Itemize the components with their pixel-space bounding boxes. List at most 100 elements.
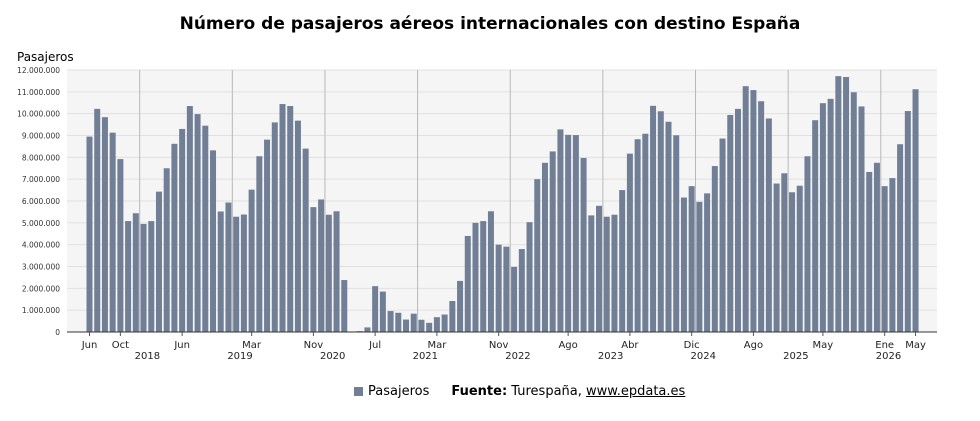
legend: Pasajeros Fuente: Turespaña, www.epdata.… [354, 384, 685, 399]
bar [487, 211, 494, 332]
bar [503, 246, 510, 332]
x-tick-label: Abr [621, 340, 639, 351]
bar [611, 214, 618, 332]
x-tick-label: Jul [368, 340, 381, 351]
y-tick-label: 5.000.000 [22, 219, 60, 228]
bar [101, 117, 108, 332]
bar [588, 215, 595, 332]
bar [140, 223, 147, 332]
y-tick-label: 6.000.000 [22, 197, 60, 206]
bar [619, 190, 626, 332]
y-tick-label: 1.000.000 [22, 306, 60, 315]
bar [727, 114, 734, 332]
bar [480, 221, 487, 332]
bar [897, 144, 904, 332]
bar [843, 76, 850, 332]
bar [626, 153, 633, 332]
bar [835, 76, 842, 332]
y-tick-label: 7.000.000 [22, 175, 60, 184]
x-tick-label: May [813, 340, 834, 351]
source-org: Turespaña, [511, 384, 582, 399]
bar [704, 193, 711, 332]
bar [596, 205, 603, 332]
bar [256, 156, 263, 332]
bar [233, 216, 240, 332]
bar [603, 216, 610, 332]
year-label: 2021 [413, 351, 438, 362]
bar [155, 191, 162, 332]
bar [572, 135, 579, 332]
bar [812, 120, 819, 332]
y-tick-label: 2.000.000 [22, 284, 60, 293]
bar [534, 179, 541, 332]
source-link[interactable]: www.epdata.es [586, 384, 686, 399]
bar [364, 327, 371, 332]
bar [549, 151, 556, 332]
chart-title: Número de pasajeros aéreos internacional… [179, 14, 801, 34]
bar [294, 120, 301, 332]
bar [719, 138, 726, 332]
bar [734, 108, 741, 332]
bar [403, 319, 410, 332]
bar [325, 214, 332, 332]
bar [318, 199, 325, 332]
bar [773, 183, 780, 332]
y-tick-label: 12.000.000 [17, 66, 60, 75]
x-tick-label: Jun [81, 340, 98, 351]
bar [866, 171, 873, 332]
bar [449, 300, 456, 332]
legend-label[interactable]: Pasajeros [368, 384, 430, 399]
bar [850, 92, 857, 333]
x-tick-label: Mar [242, 340, 262, 351]
bar [109, 132, 116, 332]
bar [789, 192, 796, 332]
bar [194, 114, 201, 332]
bar [680, 197, 687, 332]
bar [750, 90, 757, 332]
x-tick-label: Ene [875, 340, 894, 351]
year-label: 2022 [505, 351, 530, 362]
bar [472, 222, 479, 332]
bar [642, 133, 649, 332]
year-label: 2025 [783, 351, 808, 362]
bar [665, 121, 672, 333]
bar [186, 106, 193, 333]
y-tick-label: 3.000.000 [22, 263, 60, 272]
bar [264, 139, 271, 332]
bar [271, 122, 278, 333]
x-tick-label: Nov [489, 340, 509, 351]
bar [433, 317, 440, 332]
bar [86, 136, 93, 332]
bar [526, 222, 533, 332]
bar [333, 211, 340, 332]
bar [125, 221, 132, 332]
bar [758, 101, 765, 332]
bar [495, 244, 502, 332]
bar [464, 235, 471, 332]
bar [379, 291, 386, 332]
legend-swatch [354, 387, 363, 396]
year-label: 2026 [876, 351, 901, 362]
bar [395, 312, 402, 332]
source-prefix: Fuente: [451, 384, 508, 399]
x-tick-label: Jun [173, 340, 190, 351]
y-tick-label: 11.000.000 [17, 88, 60, 97]
source-note: Fuente: Turespaña, www.epdata.es [451, 384, 685, 399]
bar [819, 103, 826, 332]
bar [827, 98, 834, 332]
bar [650, 105, 657, 332]
bar [912, 89, 919, 332]
bar [657, 111, 664, 332]
bar [202, 125, 209, 332]
bar [580, 157, 587, 332]
x-tick-label: Ago [558, 340, 577, 351]
bar [765, 118, 772, 332]
bar [673, 135, 680, 332]
bar [163, 168, 170, 332]
bar [858, 106, 865, 332]
x-tick-label: May [905, 340, 926, 351]
bar [426, 322, 433, 332]
y-tick-label: 9.000.000 [22, 132, 60, 141]
bar [287, 106, 294, 333]
